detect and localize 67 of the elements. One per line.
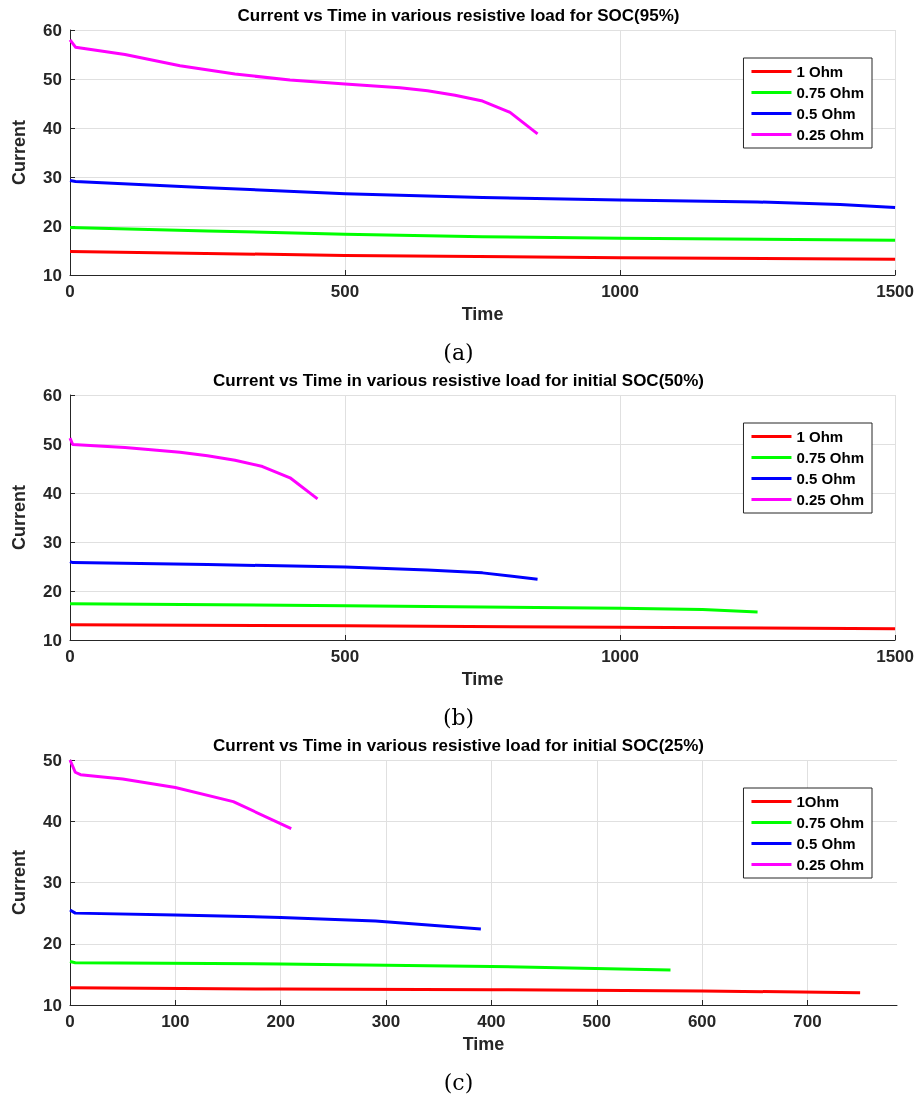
y-axis-title: Current	[9, 484, 29, 551]
x-tick-label: 500	[582, 1012, 611, 1031]
legend-label: 1Ohm	[796, 793, 839, 810]
legend-label: 0.25 Ohm	[796, 126, 864, 143]
line-series	[68, 602, 760, 614]
text: (c)	[443, 1069, 474, 1095]
x-tick-label: 0	[65, 282, 75, 301]
y-tick-label: 40	[43, 118, 62, 138]
chart-title: Current vs Time in various resistive load for SOC(95%)	[237, 6, 680, 25]
legend-label: 1 Ohm	[796, 63, 844, 80]
x-tick-label: 1000	[601, 282, 639, 301]
y-tick-label: 10	[43, 265, 62, 285]
y-tick-label: 20	[43, 216, 62, 236]
legend-label: 0.75 Ohm	[796, 449, 864, 466]
y-axis-title: Current	[9, 849, 29, 916]
x-tick-label: 700	[793, 1012, 822, 1031]
y-tick-label: 10	[43, 630, 62, 650]
y-tick-label: 50	[43, 69, 62, 89]
chart-title: Current vs Time in various resistive load for initial SOC(25%)	[213, 736, 704, 755]
legend-label: 0.75 Ohm	[796, 84, 864, 101]
legend-label: 0.75 Ohm	[796, 814, 864, 831]
x-tick-label: 200	[266, 1012, 295, 1031]
x-tick-label: 1500	[876, 282, 914, 301]
legend-label: 1 Ohm	[796, 428, 844, 445]
y-tick-label: 20	[43, 581, 62, 601]
line-series	[68, 908, 483, 931]
x-tick-label: 100	[161, 1012, 190, 1031]
x-axis-title: Time	[461, 304, 504, 324]
text: (b)	[442, 704, 475, 730]
y-tick-label: 40	[43, 483, 62, 503]
legend-label: 0.5 Ohm	[796, 470, 856, 487]
x-tick-label: 500	[330, 282, 360, 301]
y-tick-label: 30	[43, 167, 62, 187]
x-tick-label: 500	[330, 647, 360, 666]
legend-label: 0.5 Ohm	[796, 835, 856, 852]
line-series	[68, 178, 897, 209]
line-series	[68, 560, 540, 581]
legend-label: 0.25 Ohm	[796, 856, 864, 873]
x-tick-label: 0	[65, 647, 75, 666]
y-tick-label: 30	[43, 532, 62, 552]
x-tick-label: 1500	[876, 647, 914, 666]
x-tick-label: 400	[477, 1012, 506, 1031]
x-axis-title: Time	[462, 1034, 505, 1054]
y-tick-label: 50	[43, 434, 62, 454]
y-tick-label: 50	[43, 750, 62, 770]
y-tick-label: 40	[43, 811, 62, 831]
text: (a)	[443, 339, 474, 365]
line-series	[68, 38, 540, 136]
chart-title: Current vs Time in various resistive load for initial SOC(50%)	[213, 371, 704, 390]
line-series	[68, 436, 320, 501]
y-tick-label: 30	[43, 873, 62, 892]
y-tick-label: 20	[43, 934, 62, 954]
legend-label: 0.5 Ohm	[796, 105, 856, 122]
legend-label: 0.25 Ohm	[796, 491, 864, 508]
x-tick-label: 0	[65, 1012, 75, 1031]
y-tick-label: 60	[43, 20, 62, 40]
x-axis-title: Time	[461, 669, 504, 689]
line-series	[68, 249, 897, 261]
y-tick-label: 60	[43, 385, 62, 405]
y-tick-label: 10	[43, 995, 62, 1015]
line-series	[68, 960, 672, 972]
x-tick-label: 600	[687, 1012, 717, 1031]
x-tick-label: 1000	[601, 647, 639, 666]
line-series	[68, 225, 897, 242]
line-series	[68, 758, 293, 831]
y-axis-title: Current	[9, 119, 29, 186]
x-tick-label: 300	[371, 1012, 401, 1031]
